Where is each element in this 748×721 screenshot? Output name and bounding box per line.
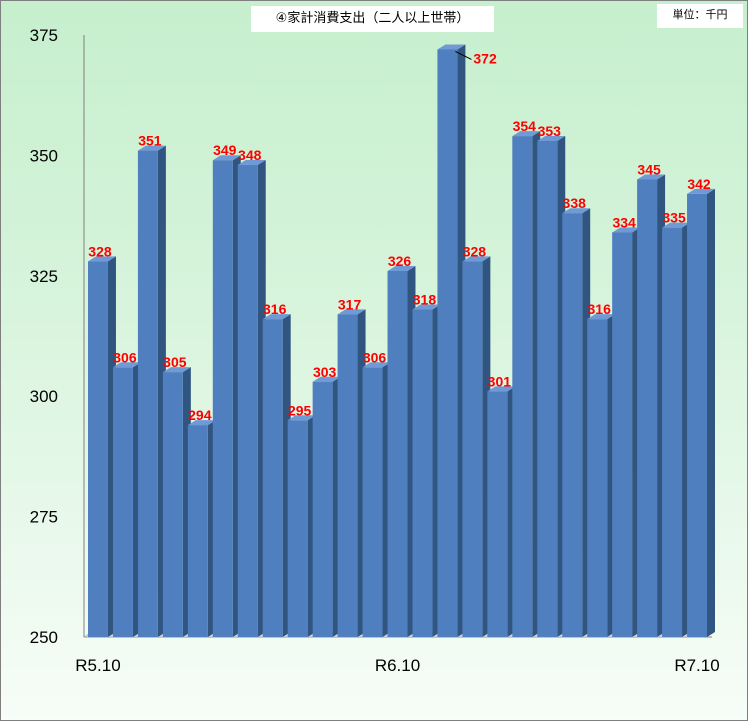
data-label: 301 <box>488 373 512 389</box>
bar-top <box>137 145 166 151</box>
bar-top <box>412 304 441 310</box>
bar <box>487 391 508 637</box>
bar-top <box>562 208 591 214</box>
data-label: 349 <box>213 142 237 158</box>
bar <box>512 136 533 638</box>
data-label: 342 <box>687 176 711 192</box>
bar-top <box>612 227 641 233</box>
data-label: 316 <box>263 301 287 317</box>
data-labels: 328 306 351 305 294 349 348 316 295 303 317 306 326 3… <box>88 50 711 423</box>
x-tick-label: R5.10 <box>75 656 120 675</box>
bar <box>587 319 608 637</box>
data-label: 351 <box>138 133 162 149</box>
data-label: 326 <box>388 253 412 269</box>
y-tick-label: 250 <box>30 628 58 647</box>
bar-top <box>262 314 291 320</box>
bar <box>162 372 183 637</box>
bar-top <box>537 135 566 141</box>
data-label: 303 <box>313 364 337 380</box>
bar-top <box>162 367 191 373</box>
bar-top <box>687 188 715 194</box>
bar <box>612 232 633 637</box>
bar <box>662 227 683 637</box>
data-label: 335 <box>662 210 686 226</box>
data-label: 353 <box>538 123 562 139</box>
data-label: 328 <box>88 243 112 259</box>
bar <box>412 309 433 637</box>
data-label: 318 <box>413 292 437 308</box>
data-label: 348 <box>238 147 262 163</box>
bar-top <box>312 376 341 382</box>
bar <box>212 160 233 637</box>
data-label: 306 <box>363 349 387 365</box>
data-label: 317 <box>338 296 362 312</box>
bar <box>337 314 358 637</box>
data-label: 338 <box>563 195 587 211</box>
bar <box>237 165 258 638</box>
data-label: 305 <box>163 354 187 370</box>
bar <box>537 140 558 637</box>
y-tick-label: 275 <box>30 508 58 527</box>
bar <box>687 193 707 638</box>
bar <box>187 425 208 637</box>
bar-top <box>487 386 516 392</box>
bar <box>637 179 658 638</box>
label-leader-line <box>455 51 472 60</box>
data-label: 334 <box>612 214 636 230</box>
bar-top <box>112 362 141 368</box>
bar <box>112 367 133 637</box>
y-tick-label: 300 <box>30 387 58 406</box>
y-tick-label: 375 <box>30 26 58 45</box>
unit-label: 単位：千円 <box>657 4 743 28</box>
bar <box>287 420 308 637</box>
bar-top <box>587 314 616 320</box>
bar-top <box>387 265 416 271</box>
bar <box>437 49 458 637</box>
data-label: 328 <box>463 243 487 259</box>
data-label: 294 <box>188 407 212 423</box>
data-label: 372 <box>473 50 497 66</box>
bar-top <box>337 309 366 315</box>
bar <box>262 319 283 637</box>
bar-top <box>437 44 466 50</box>
bar-top <box>287 415 316 421</box>
y-tick-label: 325 <box>30 267 58 286</box>
bar <box>312 381 333 637</box>
bar-top <box>362 362 391 368</box>
bar <box>562 213 583 637</box>
data-label: 306 <box>113 349 137 365</box>
data-label: 316 <box>588 301 612 317</box>
data-label: 345 <box>637 161 661 177</box>
data-label: 354 <box>513 118 537 134</box>
bar <box>462 261 483 637</box>
bar-top <box>512 131 541 137</box>
bar <box>387 270 408 637</box>
bar-top <box>187 420 216 426</box>
bar-top <box>637 174 666 180</box>
bar-top <box>212 155 241 161</box>
chart-title: ④家計消費支出（二人以上世帯） <box>251 6 494 32</box>
bar-top <box>662 222 691 228</box>
bar <box>362 367 383 637</box>
x-tick-label: R6.10 <box>375 656 420 675</box>
data-label: 295 <box>288 402 312 418</box>
bar <box>137 150 158 638</box>
bar-top <box>237 160 266 166</box>
y-tick-label: 350 <box>30 146 58 165</box>
bar <box>88 261 108 637</box>
bar-side <box>707 188 715 638</box>
bar-series <box>88 44 715 638</box>
bar-top <box>462 256 491 262</box>
x-tick-label: R7.10 <box>674 656 719 675</box>
bar-top <box>88 256 116 262</box>
